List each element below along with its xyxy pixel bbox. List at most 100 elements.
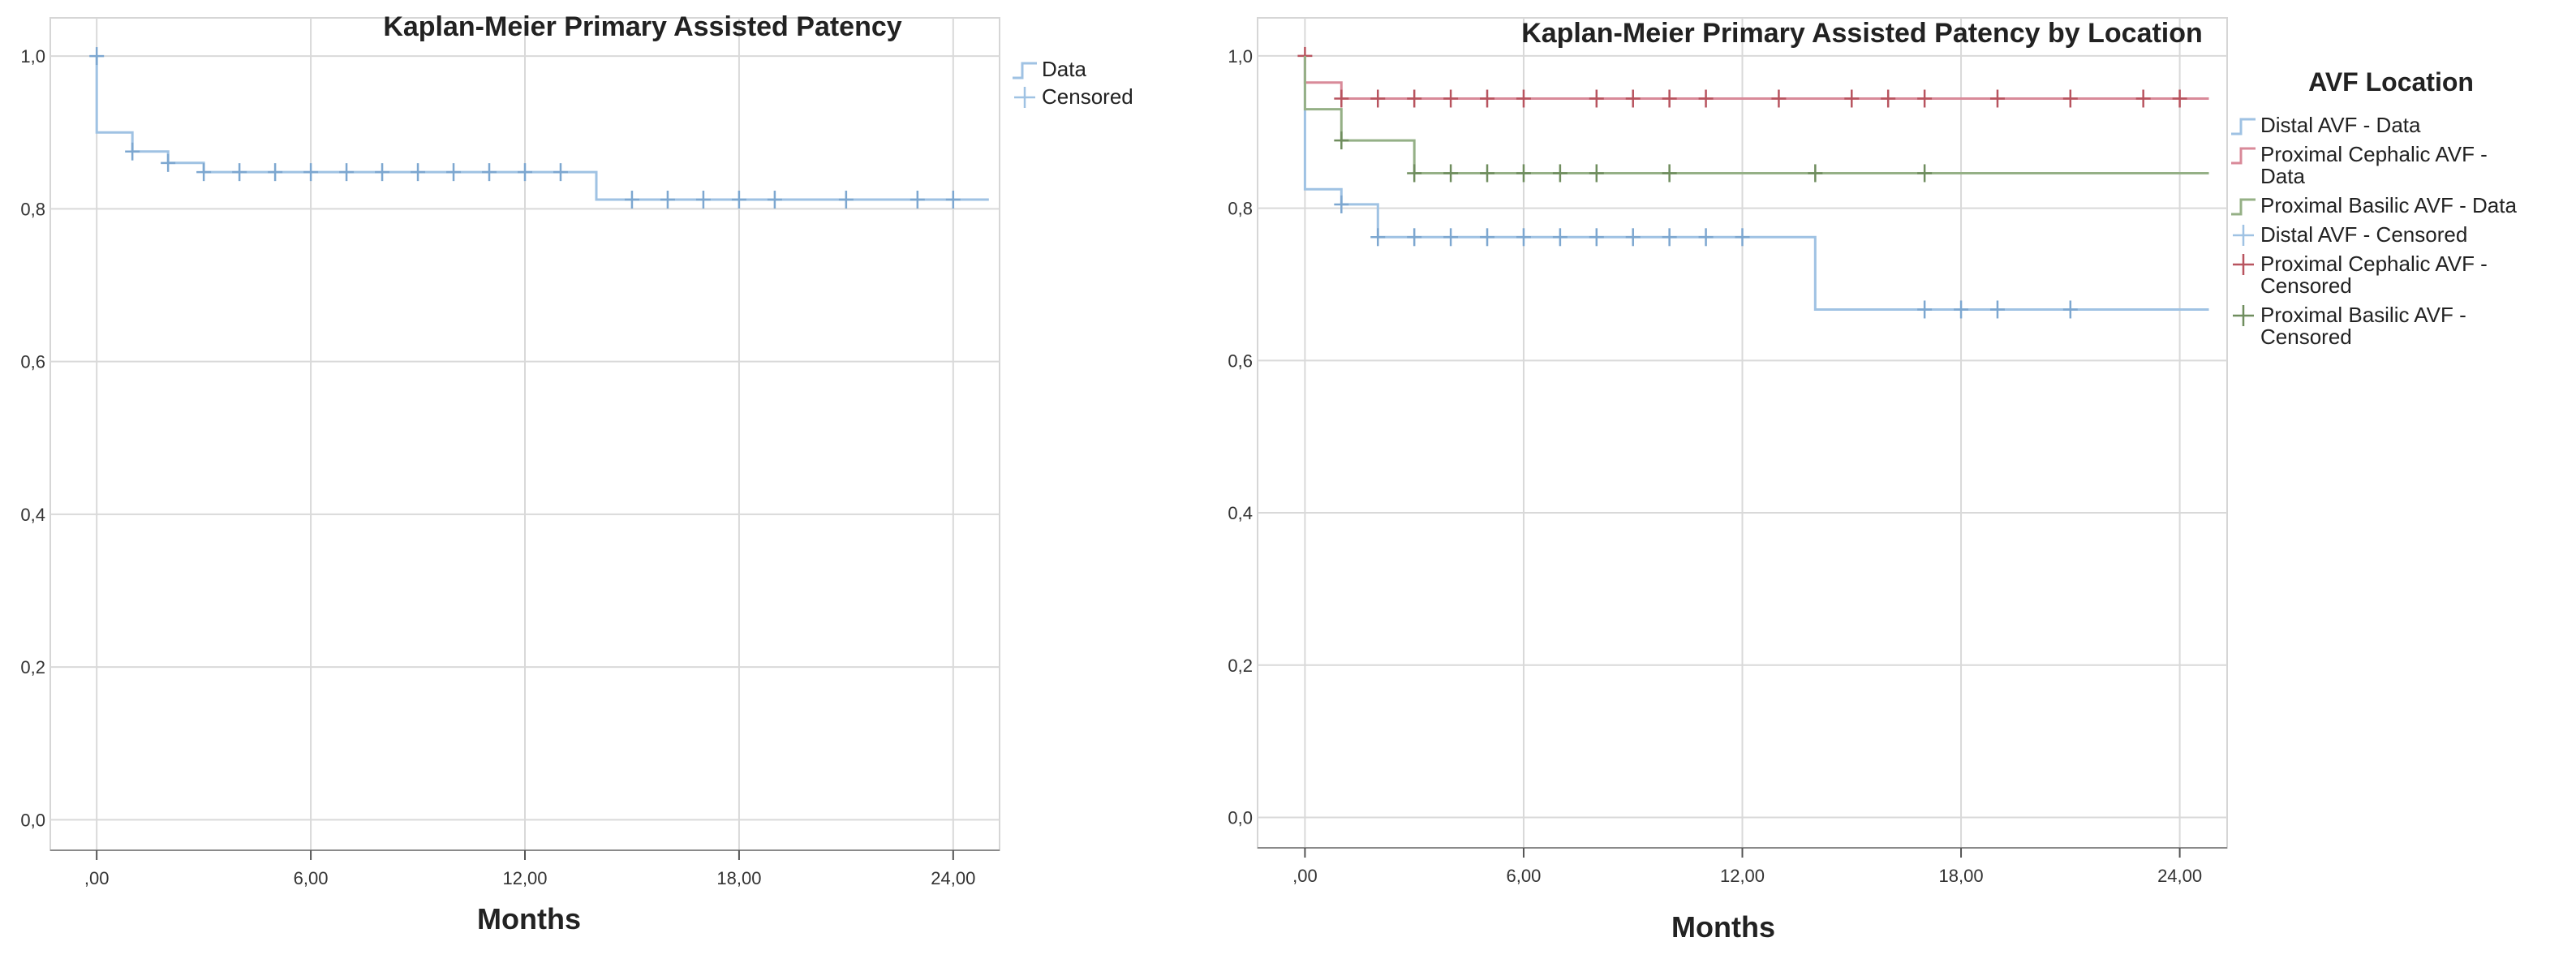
censor-mark [1443,228,1459,247]
chart-title: Kaplan-Meier Primary Assisted Patency by… [1521,18,2203,49]
legend-label-line: Censored [1042,84,1133,109]
censor-mark [1954,300,1969,319]
censor-mark [1589,164,1604,183]
censor-mark [1407,228,1422,247]
legend-label-line: Data [1042,57,1086,81]
censor-mark [1917,300,1933,319]
y-tick-label: 0,4 [1228,503,1253,523]
censor-mark [1480,89,1495,108]
x-tick-label: 12,00 [502,868,547,888]
legend-label: Data [1042,57,1086,81]
legend-step-symbol [2231,147,2256,165]
legend-item: Proximal Cephalic AVF -Data [2231,142,2488,188]
censor-mark [89,47,105,66]
censor-mark [1771,89,1787,108]
censor-mark [196,163,212,182]
censor-mark [2062,300,2078,319]
censor-mark [1917,89,1933,108]
x-tick-label: ,00 [84,868,110,888]
legend-label-line: Proximal Cephalic AVF - [2260,142,2488,166]
legend-step-symbol [2231,198,2256,216]
legend-label: Proximal Cephalic AVF -Censored [2260,252,2488,298]
y-tick-label: 0,6 [20,352,45,372]
x-tick-label: 18,00 [716,868,761,888]
legend-label: Censored [1042,84,1133,109]
legend-step-symbol [1013,62,1037,80]
censor-mark [1589,89,1604,108]
censor-mark [1516,89,1531,108]
censor-mark [303,163,319,182]
y-tick-label: 0,2 [1228,656,1253,676]
legend-item: Distal AVF - Censored [2233,222,2467,247]
censor-mark [2062,89,2078,108]
censor-mark [1844,89,1860,108]
censor-mark [1334,131,1349,150]
censor-mark [1516,164,1531,183]
censor-mark [1480,164,1495,183]
censor-mark [767,191,782,209]
censor-mark [1407,89,1422,108]
y-tick-label: 0,4 [20,505,45,525]
x-tick-label: 24,00 [931,868,975,888]
censor-mark [446,163,462,182]
censor-mark [518,163,532,182]
censor-mark [1334,89,1349,108]
censor-mark [1407,164,1422,183]
censor-mark [1370,228,1386,247]
censor-mark [1698,89,1714,108]
censor-mark [2135,89,2151,108]
censor-mark [1735,228,1750,247]
y-tick-label: 1,0 [1228,46,1253,67]
legend-label-line: Proximal Basilic AVF - Data [2260,193,2517,217]
x-tick-label: 6,00 [294,868,329,888]
censor-mark [482,163,497,182]
censor-mark [553,163,568,182]
censor-mark [1625,89,1641,108]
legend-label: Proximal Cephalic AVF -Data [2260,142,2488,188]
legend-label-line: Proximal Cephalic AVF - [2260,252,2488,276]
legend-title: AVF Location [2308,67,2474,97]
y-tick-label: 1,0 [20,46,45,67]
legend-item: Proximal Basilic AVF -Censored [2233,303,2466,349]
legend-item: Proximal Cephalic AVF -Censored [2233,252,2488,298]
censor-mark [339,163,355,182]
censor-mark [1443,164,1459,183]
x-axis-label: Months [1671,910,1775,944]
censor-mark [1443,89,1459,108]
legend-label-line: Distal AVF - Censored [2260,222,2467,247]
censor-mark [1370,89,1386,108]
censor-mark [1516,228,1531,247]
censor-mark [1552,228,1568,247]
censor-mark [2172,89,2187,108]
legend-label-line: Censored [2260,325,2352,349]
legend-label: Distal AVF - Data [2260,113,2421,137]
y-tick-label: 0,2 [20,657,45,677]
censor-mark [1589,228,1604,247]
censor-mark [1808,164,1823,183]
x-axis-label: Months [477,902,581,935]
censor-mark [624,191,639,209]
censor-mark [1989,300,2005,319]
censor-mark [1881,89,1896,108]
censor-mark [125,142,140,161]
legend-item: Censored [1014,84,1133,109]
legend-item: Distal AVF - Data [2231,113,2421,137]
censor-mark [910,191,925,209]
censor-mark [1698,228,1714,247]
legend-item: Proximal Basilic AVF - Data [2231,193,2517,217]
chart-patency-by-location: ,00 6,00 12,00 18,00 24,00 0,0 0,2 0,4 0,6 0,8 1,0… [1228,17,2517,944]
legend-step-symbol [2231,118,2256,135]
censor-mark [1662,89,1677,108]
censor-mark [1989,89,2005,108]
y-tick-label: 0,0 [20,810,45,830]
censor-mark [731,191,746,209]
censor-mark [411,163,426,182]
x-tick-label: 18,00 [1939,866,1984,886]
km-step-line-0 [1303,55,2209,311]
x-tick-label: 24,00 [2157,866,2202,886]
legend-label: Proximal Basilic AVF -Censored [2260,303,2466,349]
censor-mark [1480,228,1495,247]
censor-mark [161,153,176,172]
censor-mark [375,163,390,182]
